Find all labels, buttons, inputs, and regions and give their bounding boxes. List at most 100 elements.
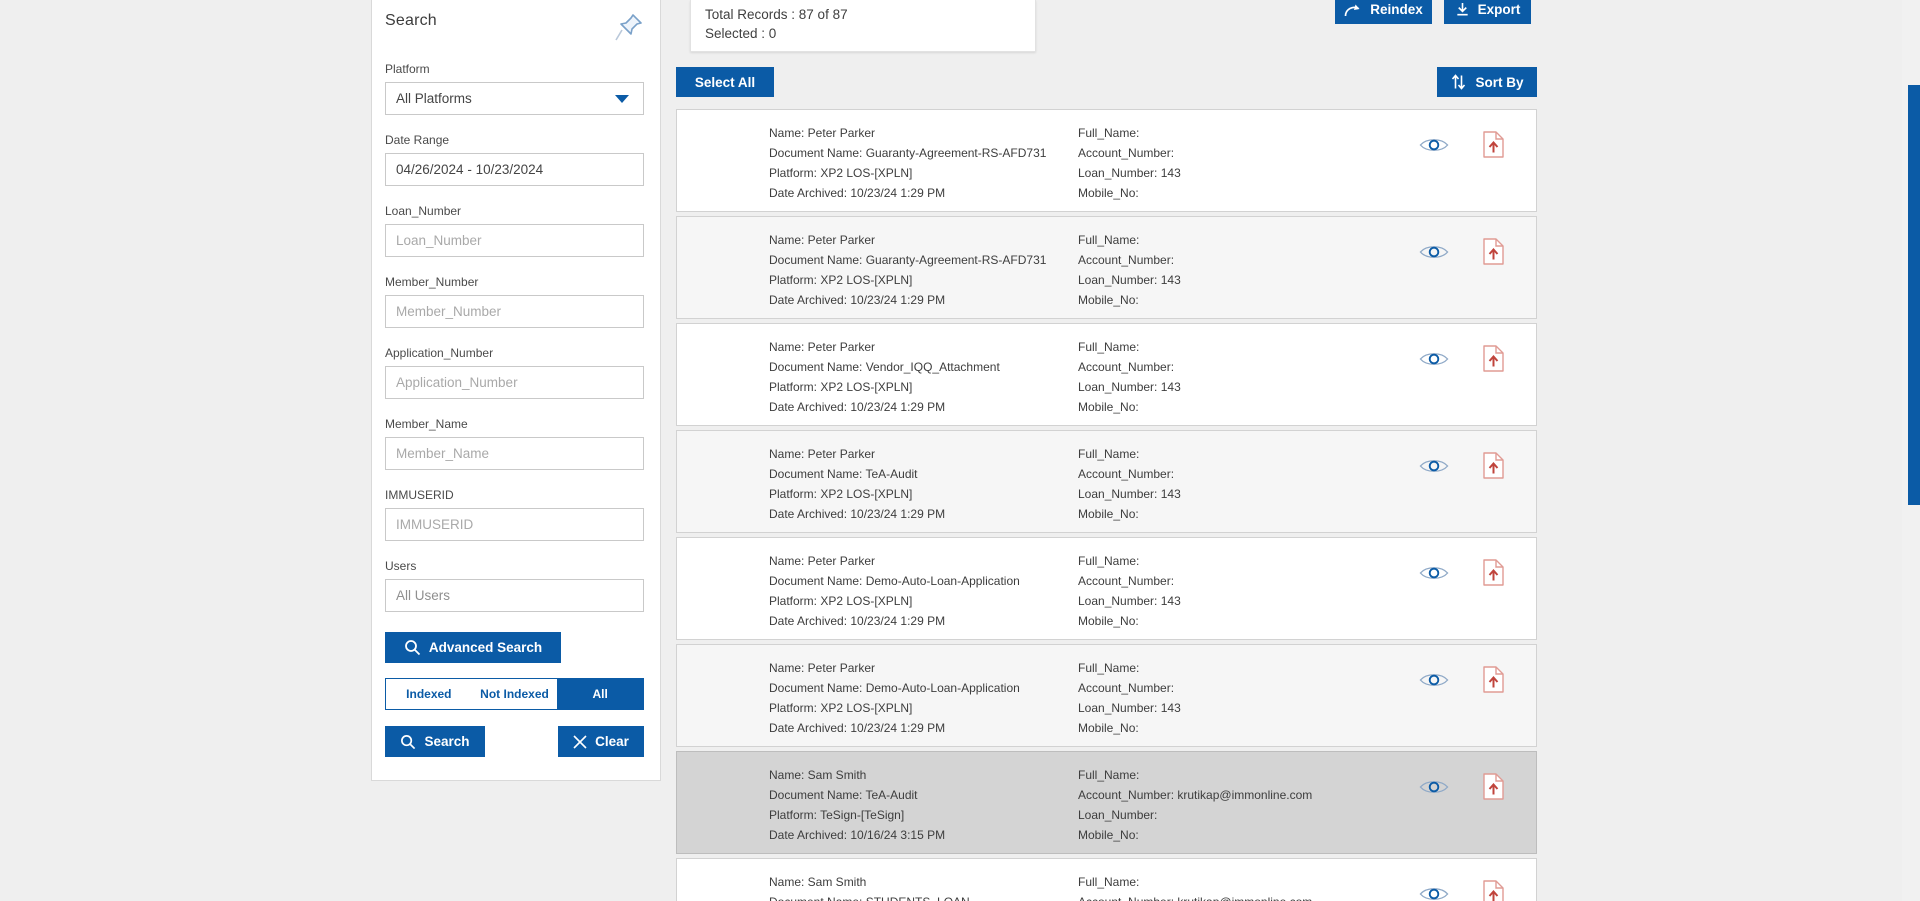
record-mobile-no: Mobile_No: [1078, 721, 1139, 735]
export-label: Export [1477, 2, 1521, 17]
immuserid-input[interactable] [385, 508, 644, 541]
select-all-button[interactable]: Select All [676, 67, 774, 97]
view-record-eye-icon[interactable] [1419, 243, 1449, 261]
view-record-eye-icon[interactable] [1419, 671, 1449, 689]
record-card[interactable]: Name: Peter Parker Document Name: Guaran… [676, 109, 1537, 212]
record-mobile-no: Mobile_No: [1078, 400, 1139, 414]
view-record-eye-icon[interactable] [1419, 885, 1449, 901]
record-document-name: Document Name: Guaranty-Agreement-RS-AFD… [769, 253, 1047, 267]
record-name: Name: Peter Parker [769, 554, 876, 568]
record-card[interactable]: Name: Sam Smith Document Name: STUDENTS_… [676, 858, 1537, 901]
export-icon [1455, 2, 1470, 17]
record-loan-number: Loan_Number: 143 [1078, 487, 1181, 501]
view-record-eye-icon[interactable] [1419, 778, 1449, 796]
record-date-archived: Date Archived: 10/16/24 3:15 PM [769, 828, 946, 842]
record-full-name: Full_Name: [1078, 233, 1140, 247]
record-platform: Platform: XP2 LOS-[XPLN] [769, 380, 913, 394]
record-card[interactable]: Name: Peter Parker Document Name: TeA-Au… [676, 430, 1537, 533]
member-number-input[interactable] [385, 295, 644, 328]
view-record-eye-icon[interactable] [1419, 350, 1449, 368]
sidebar-title: Search [385, 12, 437, 29]
search-button-label: Search [424, 734, 470, 749]
export-record-icon[interactable] [1483, 666, 1504, 693]
users-input[interactable] [385, 579, 644, 612]
toggle-not-indexed[interactable]: Not Indexed [480, 687, 549, 701]
field-platform: Platform All Platforms [385, 62, 644, 115]
record-mobile-no: Mobile_No: [1078, 614, 1139, 628]
export-record-icon[interactable] [1483, 452, 1504, 479]
record-mobile-no: Mobile_No: [1078, 828, 1139, 842]
application-number-label: Application_Number [385, 346, 494, 360]
export-record-icon[interactable] [1483, 559, 1504, 586]
record-name: Name: Sam Smith [769, 875, 867, 889]
record-secondary-fields: Full_Name: Account_Number: Loan_Number: … [1078, 230, 1181, 310]
application-number-input[interactable] [385, 366, 644, 399]
search-button[interactable]: Search [385, 726, 485, 757]
export-record-icon[interactable] [1483, 238, 1504, 265]
loan-number-label: Loan_Number [385, 204, 462, 218]
search-sidebar: Search Platform All Platforms Date Range… [371, 0, 661, 781]
record-secondary-fields: Full_Name: Account_Number: Loan_Number: … [1078, 551, 1181, 631]
results-summary: Total Records : 87 of 87 Selected : 0 [690, 0, 1036, 52]
record-account-number: Account_Number: [1078, 574, 1175, 588]
record-account-number: Account_Number: [1078, 681, 1175, 695]
record-primary-fields: Name: Peter Parker Document Name: Demo-A… [769, 658, 1020, 738]
platform-label: Platform [385, 62, 430, 76]
record-card[interactable]: Name: Peter Parker Document Name: Demo-A… [676, 537, 1537, 640]
record-document-name: Document Name: Guaranty-Agreement-RS-AFD… [769, 146, 1047, 160]
record-secondary-fields: Full_Name: Account_Number: Loan_Number: … [1078, 444, 1181, 524]
sort-by-button[interactable]: Sort By [1437, 67, 1537, 97]
record-primary-fields: Name: Peter Parker Document Name: Vendor… [769, 337, 1000, 417]
record-platform: Platform: TeSign-[TeSign] [769, 808, 905, 822]
view-record-eye-icon[interactable] [1419, 564, 1449, 582]
record-name: Name: Peter Parker [769, 661, 876, 675]
loan-number-input[interactable] [385, 224, 644, 257]
scrollbar-thumb[interactable] [1908, 85, 1920, 505]
view-record-eye-icon[interactable] [1419, 457, 1449, 475]
record-platform: Platform: XP2 LOS-[XPLN] [769, 594, 913, 608]
record-document-name: Document Name: Demo-Auto-Loan-Applicatio… [769, 574, 1020, 588]
record-full-name: Full_Name: [1078, 768, 1140, 782]
record-mobile-no: Mobile_No: [1078, 507, 1139, 521]
member-name-input[interactable] [385, 437, 644, 470]
record-name: Name: Peter Parker [769, 340, 876, 354]
export-record-icon[interactable] [1483, 131, 1504, 158]
record-date-archived: Date Archived: 10/23/24 1:29 PM [769, 507, 946, 521]
export-record-icon[interactable] [1483, 773, 1504, 800]
record-document-name: Document Name: TeA-Audit [769, 788, 918, 802]
field-immuserid: IMMUSERID [385, 488, 644, 541]
export-record-icon[interactable] [1483, 880, 1504, 901]
toggle-indexed[interactable]: Indexed [406, 687, 452, 701]
record-primary-fields: Name: Peter Parker Document Name: Guaran… [769, 123, 1046, 203]
record-full-name: Full_Name: [1078, 661, 1140, 675]
toggle-all[interactable]: All [557, 679, 644, 709]
record-account-number: Account_Number: [1078, 146, 1175, 160]
export-record-icon[interactable] [1483, 345, 1504, 372]
reindex-label: Reindex [1370, 2, 1423, 17]
record-date-archived: Date Archived: 10/23/24 1:29 PM [769, 293, 946, 307]
records-list: Name: Peter Parker Document Name: Guaran… [676, 109, 1537, 901]
record-loan-number: Loan_Number: 143 [1078, 594, 1181, 608]
export-button[interactable]: Export [1444, 0, 1531, 24]
record-full-name: Full_Name: [1078, 447, 1140, 461]
date-range-input[interactable] [385, 153, 644, 186]
advanced-search-button[interactable]: Advanced Search [385, 632, 561, 663]
record-account-number: Account_Number: [1078, 360, 1175, 374]
field-date-range: Date Range [385, 133, 644, 186]
record-mobile-no: Mobile_No: [1078, 293, 1139, 307]
search-icon [400, 734, 416, 750]
platform-select[interactable]: All Platforms [385, 82, 644, 115]
record-document-name: Document Name: TeA-Audit [769, 467, 918, 481]
vertical-scrollbar[interactable] [1902, 0, 1920, 901]
record-platform: Platform: XP2 LOS-[XPLN] [769, 701, 913, 715]
record-card[interactable]: Name: Peter Parker Document Name: Guaran… [676, 216, 1537, 319]
reindex-button[interactable]: Reindex [1335, 0, 1432, 24]
view-record-eye-icon[interactable] [1419, 136, 1449, 154]
pin-icon[interactable] [614, 12, 644, 44]
record-primary-fields: Name: Peter Parker Document Name: Guaran… [769, 230, 1046, 310]
record-card[interactable]: Name: Peter Parker Document Name: Vendor… [676, 323, 1537, 426]
record-card[interactable]: Name: Sam Smith Document Name: TeA-Audit… [676, 751, 1537, 854]
record-card[interactable]: Name: Peter Parker Document Name: Demo-A… [676, 644, 1537, 747]
clear-button[interactable]: Clear [558, 726, 644, 757]
record-loan-number: Loan_Number: 143 [1078, 380, 1181, 394]
